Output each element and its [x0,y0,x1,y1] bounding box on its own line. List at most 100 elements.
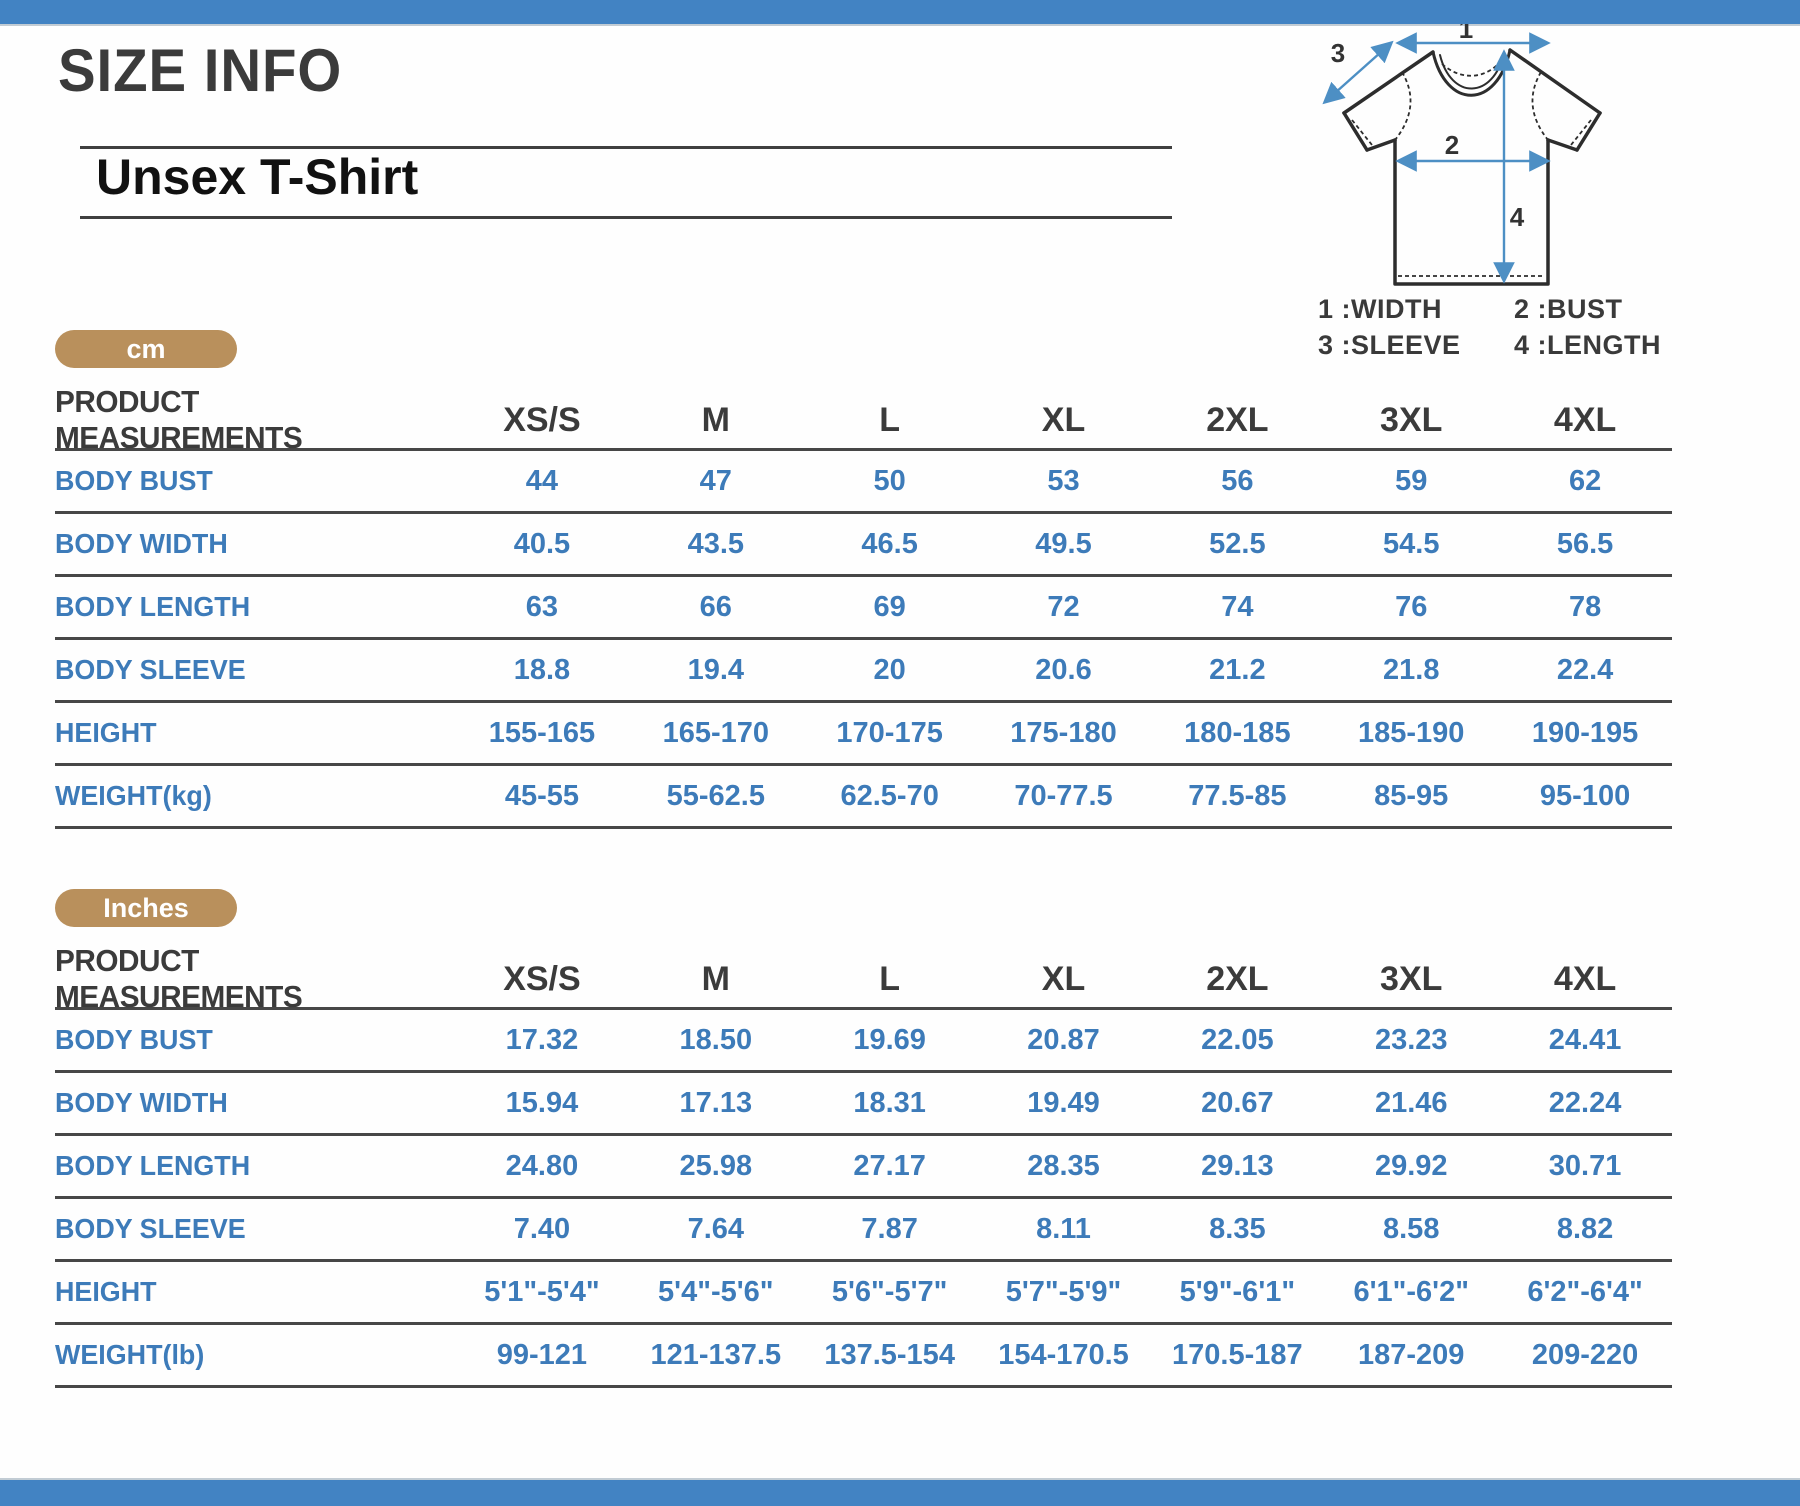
size-value-cell: 95-100 [1539,779,1631,812]
size-value-cell: 20.67 [1201,1086,1274,1119]
measurement-row-label: BODY BUST [55,1024,213,1055]
size-col-header: XS/S [503,400,581,439]
size-value-cell: 170.5-187 [1172,1338,1303,1371]
size-value-cell: 22.4 [1556,653,1614,686]
size-value-cell: 29.13 [1201,1149,1274,1182]
size-value-cell: 27.17 [853,1149,926,1182]
size-value-cell: 121-137.5 [650,1338,782,1371]
measurement-row-label: WEIGHT(kg) [55,780,212,811]
legend-item-sleeve: 3 :SLEEVE [1318,330,1461,360]
size-value-cell: 5'6"-5'7" [831,1275,948,1308]
title-divider-top [80,146,1172,149]
label-3-sleeve: 3 [1331,38,1345,68]
size-value-cell: 19.69 [853,1023,926,1056]
size-value-cell: 155-165 [488,716,596,749]
size-value-cell: 20 [873,653,906,686]
size-value-cell: 137.5-154 [824,1338,955,1371]
size-value-cell: 85-95 [1374,779,1449,812]
size-value-cell: 20.6 [1035,653,1092,686]
label-2-bust: 2 [1445,130,1459,160]
measurement-arrows [1322,32,1551,284]
measurements-header: PRODUCT MEASUREMENTS [55,943,303,1014]
size-value-cell: 69 [873,590,906,623]
size-value-cell: 5'1"-5'4" [484,1275,600,1308]
size-value-cell: 45-55 [504,779,580,812]
size-value-cell: 44 [525,464,559,497]
size-value-cell: 29.92 [1374,1149,1448,1182]
table-header-row: PRODUCT MEASUREMENTS XS/S M L XL 2XL 3XL… [55,943,1672,1014]
label-4-length: 4 [1510,202,1525,232]
legend-item-bust: 2 :BUST [1514,294,1623,324]
size-value-cell: 8.82 [1556,1212,1614,1245]
size-value-cell: 21.46 [1374,1086,1448,1119]
size-value-cell: 28.35 [1027,1149,1100,1182]
measurement-row-label: HEIGHT [55,717,157,748]
table-body: BODY BUST 17.32 18.50 19.69 20.87 22.05 … [55,1007,1672,1388]
size-value-cell: 187-209 [1358,1338,1465,1371]
measurement-row-label: BODY BUST [55,465,213,496]
size-value-cell: 24.41 [1548,1023,1622,1056]
size-col-header: 3XL [1380,959,1443,998]
table-row: BODY WIDTH 40.5 43.5 46.5 49.5 52.5 54.5… [55,511,1672,574]
size-table-cm: cm PRODUCT MEASUREMENTS XS/S M L XL 2XL … [55,330,1672,829]
size-value-cell: 22.05 [1201,1023,1274,1056]
size-value-cell: 76 [1395,590,1428,623]
table-row: BODY BUST 44 47 50 53 56 59 62 [55,448,1672,511]
size-value-cell: 50 [873,464,906,497]
size-value-cell: 24.80 [505,1149,579,1182]
size-col-header: M [701,400,730,439]
measurement-row-label: BODY LENGTH [55,1150,251,1181]
size-col-header: 3XL [1380,400,1443,439]
size-value-cell: 56.5 [1556,527,1614,560]
size-value-cell: 43.5 [687,527,745,560]
size-value-cell: 62 [1568,464,1602,497]
size-value-cell: 185-190 [1358,716,1465,749]
size-value-cell: 8.11 [1036,1212,1091,1245]
table-row: BODY LENGTH 24.80 25.98 27.17 28.35 29.1… [55,1133,1672,1196]
measurement-row-label: BODY LENGTH [55,591,251,622]
size-value-cell: 8.35 [1209,1212,1266,1245]
size-col-header: XL [1041,400,1086,439]
size-value-cell: 72 [1047,590,1080,623]
size-value-cell: 40.5 [513,527,571,560]
measurements-header: PRODUCT MEASUREMENTS [55,384,303,455]
size-value-cell: 15.94 [505,1086,579,1119]
size-col-header: 4XL [1553,400,1617,439]
size-value-cell: 47 [699,464,732,497]
size-value-cell: 5'7"-5'9" [1005,1275,1122,1308]
measurement-row-label: BODY SLEEVE [55,654,246,685]
size-value-cell: 23.23 [1374,1023,1448,1056]
table-row: BODY SLEEVE 7.40 7.64 7.87 8.11 8.35 8.5… [55,1196,1672,1259]
size-value-cell: 46.5 [861,527,918,560]
top-border-bar [0,0,1800,26]
size-value-cell: 56 [1221,464,1254,497]
size-value-cell: 17.32 [505,1023,579,1056]
size-value-cell: 6'2"-6'4" [1527,1275,1643,1308]
bottom-border-bar [0,1478,1800,1506]
size-table-inches: Inches PRODUCT MEASUREMENTS XS/S M L XL … [55,889,1672,1388]
size-col-header: M [701,959,730,998]
size-value-cell: 66 [699,590,732,623]
size-value-cell: 17.13 [679,1086,753,1119]
size-value-cell: 8.58 [1383,1212,1440,1245]
diagram-legend: 1 :WIDTH 2 :BUST 3 :SLEEVE 4 :LENGTH [1318,294,1661,361]
size-value-cell: 165-170 [662,716,769,749]
measurement-row-label: HEIGHT [55,1276,157,1307]
size-value-cell: 154-170.5 [998,1338,1129,1371]
table-row: HEIGHT 5'1"-5'4" 5'4"-5'6" 5'6"-5'7" 5'7… [55,1259,1672,1322]
size-col-header: XS/S [503,959,581,998]
size-value-cell: 62.5-70 [840,779,939,812]
table-row: WEIGHT(lb) 99-121 121-137.5 137.5-154 15… [55,1322,1672,1385]
tshirt-measurement-diagram: 1 2 3 4 [1322,24,1602,286]
size-col-header: L [879,400,901,439]
size-value-cell: 30.71 [1548,1149,1622,1182]
size-col-header: 2XL [1206,959,1269,998]
size-value-cell: 20.87 [1027,1023,1100,1056]
table-header-row: PRODUCT MEASUREMENTS XS/S M L XL 2XL 3XL… [55,384,1672,455]
arrow-number-labels: 1 2 3 4 [1331,24,1525,232]
size-value-cell: 209-220 [1531,1338,1639,1371]
label-1-width: 1 [1459,24,1473,44]
size-value-cell: 7.64 [687,1212,745,1245]
size-value-cell: 180-185 [1184,716,1291,749]
